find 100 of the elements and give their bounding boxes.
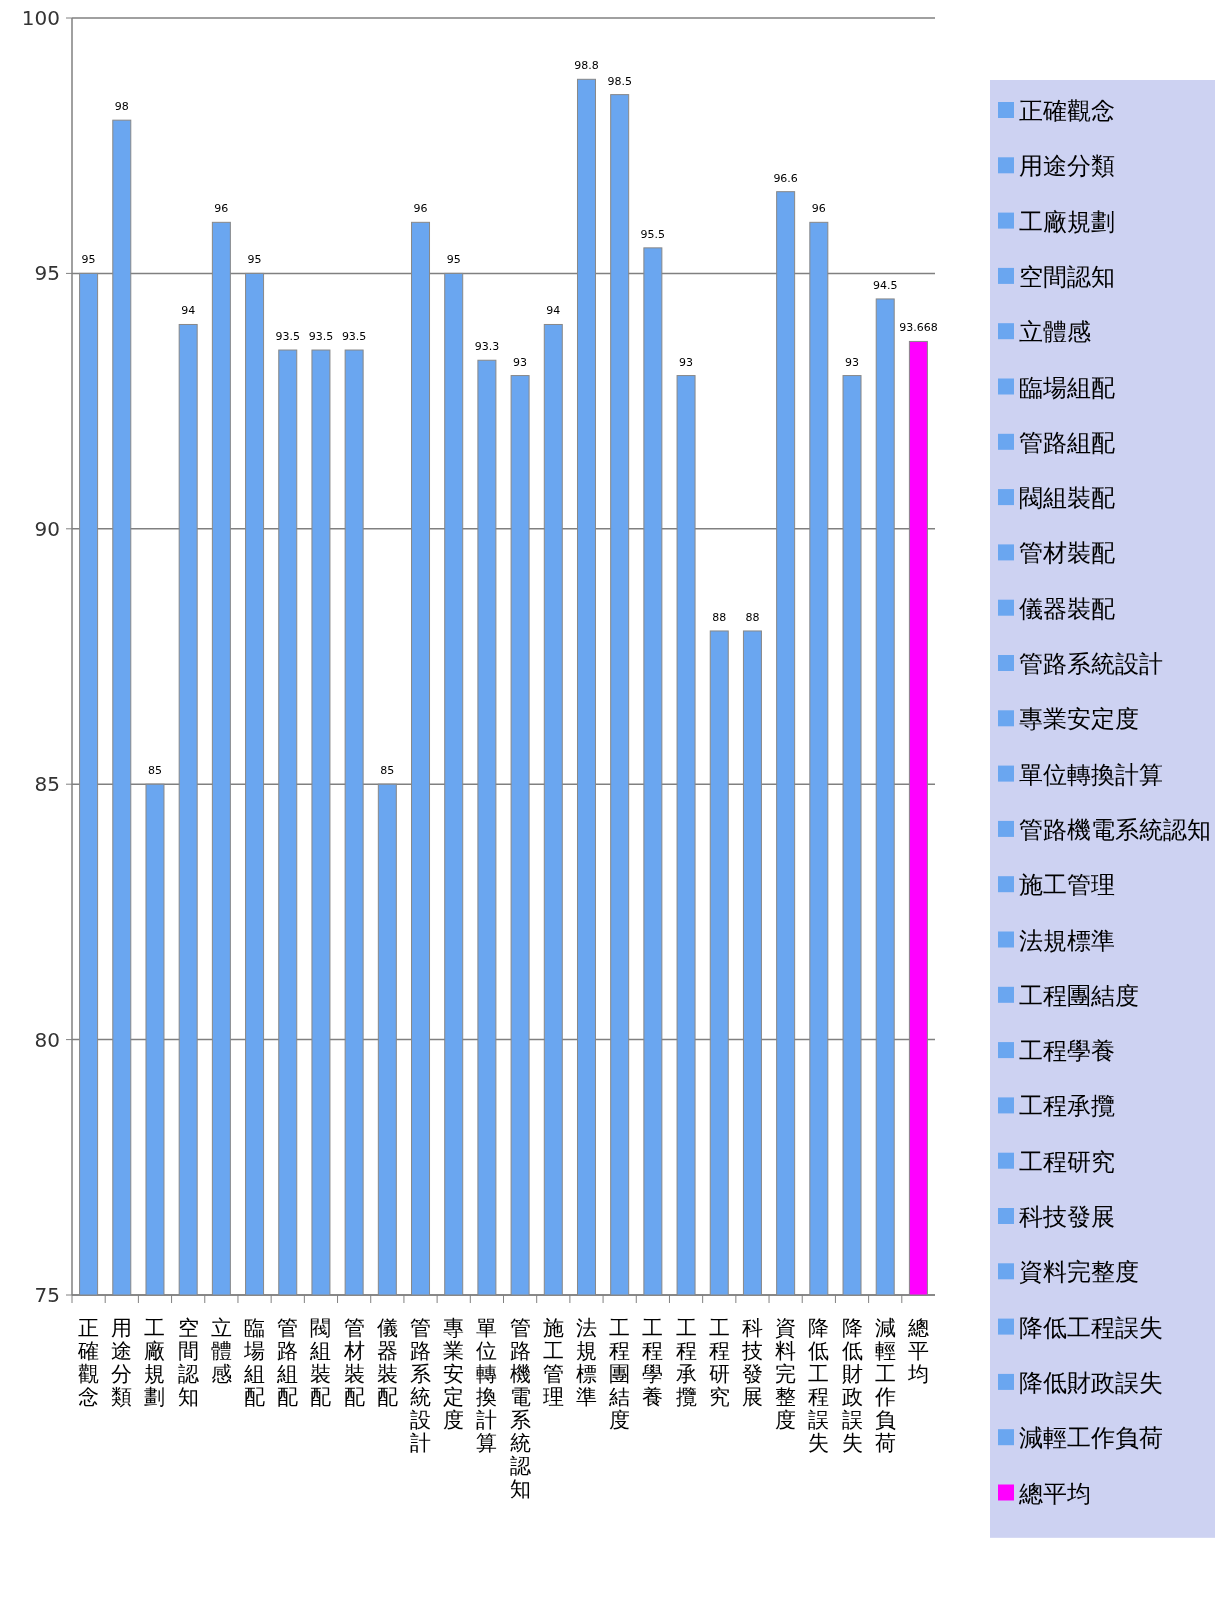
legend-item: 工程學養 <box>998 1037 1115 1066</box>
y-tick-label: 85 <box>34 772 60 797</box>
x-tick-label: 科技發展 <box>740 1316 763 1409</box>
data-label: 95 <box>81 253 96 267</box>
legend-item: 法規標準 <box>998 926 1115 955</box>
legend-item: 用途分類 <box>998 152 1115 181</box>
y-tick-label: 95 <box>34 261 60 286</box>
data-label: 96.6 <box>773 171 798 185</box>
x-tick-label: 管材裝配 <box>342 1316 365 1409</box>
data-label: 85 <box>380 764 395 778</box>
data-label: 88 <box>712 610 727 624</box>
y-tick-label: 100 <box>21 6 60 30</box>
data-label: 98.5 <box>607 74 632 88</box>
x-tick-label: 工程承攬 <box>675 1316 697 1409</box>
x-tick-label: 降低工程誤失 <box>808 1316 830 1455</box>
data-label: 98 <box>114 100 129 114</box>
legend-item: 單位轉換計算 <box>998 760 1163 789</box>
data-label: 93.668 <box>899 321 938 335</box>
legend-label: 工程承攬 <box>1019 1092 1115 1121</box>
y-tick-label: 80 <box>34 1027 60 1052</box>
data-label: 94.5 <box>872 278 898 292</box>
x-tick-label: 降低財政誤失 <box>841 1316 863 1455</box>
x-tick-label: 臨場組配 <box>243 1316 266 1409</box>
legend-item: 資料完整度 <box>998 1258 1139 1287</box>
x-tick-label: 工程學養 <box>642 1316 664 1409</box>
legend-label: 科技發展 <box>1019 1203 1115 1231</box>
data-label: 98.8 <box>574 59 599 73</box>
legend-item: 科技發展 <box>998 1203 1115 1231</box>
data-label: 95 <box>247 253 262 267</box>
legend-item: 空間認知 <box>998 262 1115 291</box>
legend-label: 工程學養 <box>1019 1037 1115 1066</box>
legend-label: 管材裝配 <box>1019 539 1115 568</box>
data-label: 96 <box>413 202 428 216</box>
data-label: 93 <box>679 355 694 369</box>
legend-label: 正確觀念 <box>1019 97 1115 125</box>
data-label: 93.5 <box>341 330 367 344</box>
x-tick-label: 空間認知 <box>177 1316 199 1409</box>
legend-label: 工程研究 <box>1019 1147 1115 1176</box>
x-tick-label: 管路系統設計 <box>410 1316 432 1455</box>
legend-item: 管材裝配 <box>998 539 1115 568</box>
legend-item: 管路組配 <box>998 428 1115 457</box>
x-tick-label: 專業安定度 <box>443 1316 465 1432</box>
legend-item: 立體感 <box>998 318 1091 347</box>
legend-item: 專業安定度 <box>998 705 1139 734</box>
legend-item: 儀器裝配 <box>998 594 1115 623</box>
x-tick-label: 單位轉換計算 <box>476 1316 498 1455</box>
data-label: 88 <box>745 610 760 624</box>
data-label: 95.5 <box>640 227 666 241</box>
legend-item: 臨場組配 <box>998 373 1115 402</box>
legend-item: 工程研究 <box>998 1147 1115 1176</box>
data-label: 93.5 <box>308 330 334 344</box>
x-tick-label: 資料完整度 <box>775 1316 797 1432</box>
x-tick-label: 施工管理 <box>542 1316 564 1409</box>
legend-label: 儀器裝配 <box>1019 594 1115 623</box>
legend-label: 立體感 <box>1019 318 1091 347</box>
data-label: 93 <box>845 355 860 369</box>
legend-label: 工廠規劃 <box>1019 207 1115 236</box>
x-tick-label: 管路組配 <box>276 1316 299 1409</box>
legend-item: 降低財政誤失 <box>998 1368 1163 1397</box>
x-tick-label: 工程團結度 <box>608 1316 631 1432</box>
data-label: 85 <box>147 764 162 778</box>
x-tick-label: 管路機電系統認知 <box>509 1316 531 1501</box>
legend-item: 減輕工作負荷 <box>998 1424 1163 1453</box>
legend-item: 工程團結度 <box>998 981 1139 1010</box>
data-label: 96 <box>214 202 229 216</box>
legend-item: 工廠規劃 <box>998 207 1115 236</box>
x-tick-label: 法規標準 <box>575 1316 597 1409</box>
legend-label: 空間認知 <box>1019 262 1115 291</box>
legend-item: 工程承攬 <box>998 1092 1115 1121</box>
data-label: 93 <box>513 355 528 369</box>
legend-item: 管路系統設計 <box>998 650 1163 678</box>
x-tick-label: 用途分類 <box>111 1316 133 1409</box>
x-tick-label: 總平均 <box>906 1316 929 1386</box>
legend-label: 閥組裝配 <box>1019 484 1115 513</box>
x-tick-label: 儀器裝配 <box>376 1316 398 1409</box>
data-label: 93.5 <box>275 330 300 344</box>
legend-label: 臨場組配 <box>1019 373 1115 402</box>
x-tick-label: 工廠規劃 <box>144 1316 166 1409</box>
legend-label: 總平均 <box>1018 1479 1091 1508</box>
legend-label: 管路組配 <box>1019 428 1115 457</box>
y-tick-label: 90 <box>34 516 60 541</box>
y-tick-label: 75 <box>34 1283 60 1307</box>
x-tick-label: 立體感 <box>210 1316 232 1386</box>
legend-item: 施工管理 <box>998 871 1115 900</box>
x-tick-label: 閥組裝配 <box>309 1316 332 1409</box>
legend-item: 降低工程誤失 <box>998 1313 1163 1342</box>
legend-item: 正確觀念 <box>998 97 1115 125</box>
x-tick-label: 工程研究 <box>708 1316 730 1409</box>
x-tick-label: 正確觀念 <box>77 1316 100 1409</box>
data-label: 93.3 <box>474 340 500 354</box>
data-label: 94 <box>546 304 561 318</box>
legend-label: 用途分類 <box>1019 152 1115 181</box>
data-label: 95 <box>446 253 461 267</box>
legend-item: 總平均 <box>998 1479 1091 1508</box>
x-tick-label: 減輕工作負荷 <box>873 1316 896 1455</box>
data-label: 94 <box>181 304 196 318</box>
legend-label: 施工管理 <box>1019 871 1115 900</box>
legend-item: 閥組裝配 <box>998 484 1115 513</box>
data-label: 96 <box>811 202 826 216</box>
legend-label: 法規標準 <box>1019 926 1115 955</box>
